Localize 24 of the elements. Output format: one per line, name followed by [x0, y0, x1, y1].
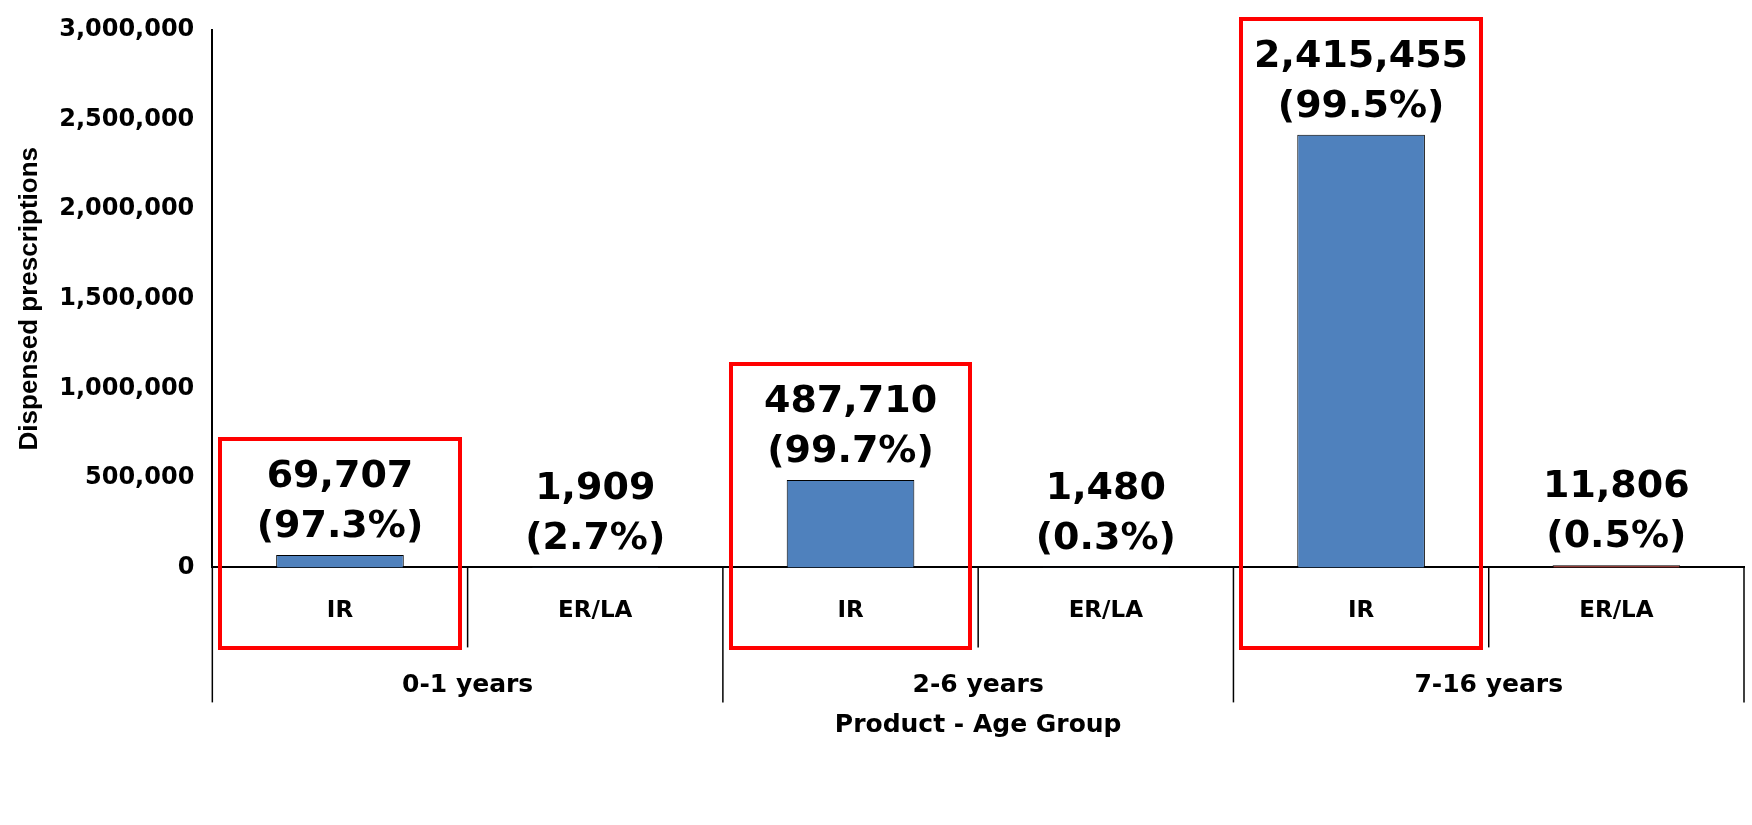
data-label: 69,707 (97.3%): [256, 451, 424, 546]
x-tick-label: ER/LA: [1068, 596, 1144, 623]
x-tick-label: IR: [837, 596, 864, 623]
text: 7-16 years: [1414, 668, 1564, 698]
x-tick-label: ER/LA: [558, 596, 633, 623]
y-axis-title: Dispensed prescriptions: [12, 146, 43, 451]
x-axis-title: Product - Age Group: [834, 708, 1122, 738]
y-tick-label: 1,000,000: [59, 372, 195, 401]
y-tick-label: 3,000,000: [59, 14, 195, 43]
data-label: 11,806 (0.5%): [1543, 462, 1690, 557]
text: 0-1 years: [402, 668, 534, 698]
y-tick-label: 0: [177, 551, 195, 580]
x-tick-label: IR: [326, 596, 354, 623]
data-label: 1,909 (2.7%): [525, 464, 666, 559]
x-tick-label: IR: [1347, 596, 1375, 623]
text: 2-6 years: [912, 668, 1044, 698]
x-tick-label: ER/LA: [1579, 596, 1654, 623]
data-label: 2,415,455 (99.5%): [1254, 31, 1469, 126]
data-label: 487,710 (99.7%): [763, 377, 938, 472]
y-tick-label: 2,000,000: [59, 193, 195, 222]
y-tick-label: 500,000: [85, 462, 195, 491]
y-tick-label: 2,500,000: [59, 103, 195, 132]
data-label: 1,480 (0.3%): [1035, 464, 1176, 559]
y-tick-label: 1,500,000: [59, 282, 195, 311]
